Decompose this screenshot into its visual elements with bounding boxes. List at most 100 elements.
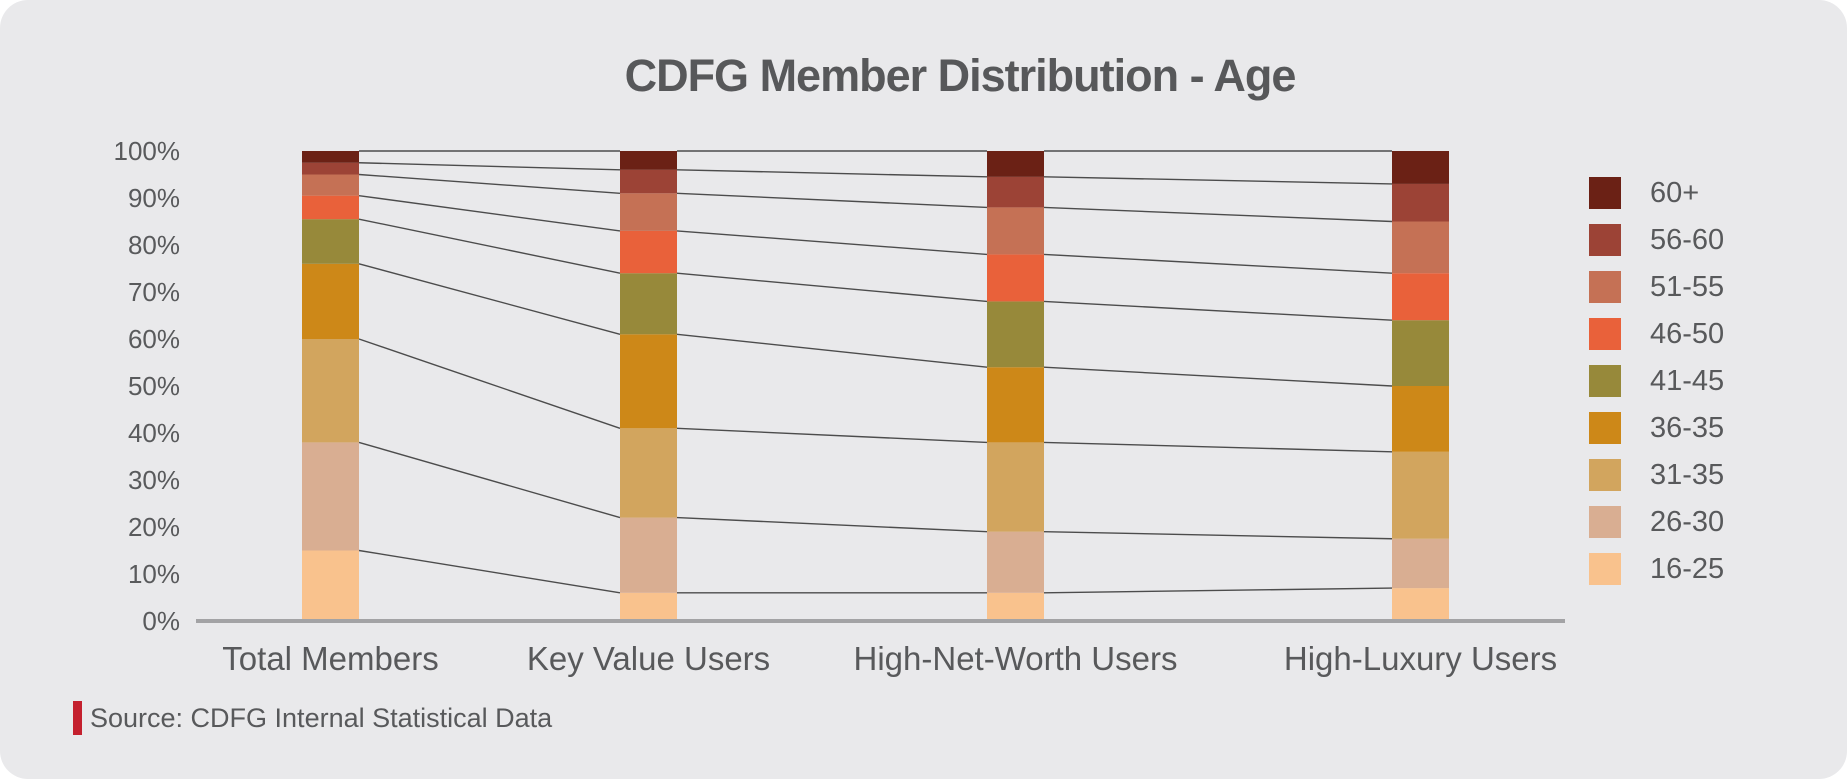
connector-line (1043, 587, 1393, 594)
connector-line (1043, 531, 1393, 540)
legend-swatch-icon (1589, 318, 1621, 350)
bar-segment-46-50-1 (302, 195, 359, 220)
legend-label: 46-50 (1650, 317, 1725, 350)
legend-swatch-icon (1589, 177, 1621, 209)
bar-segment-60plus-2 (620, 151, 677, 170)
bar-segment-31-35-4 (1392, 451, 1449, 539)
legend-swatch-icon (1589, 553, 1621, 585)
x-category-label: High-Net-Worth Users (853, 640, 1178, 677)
legend-label: 16-25 (1650, 552, 1725, 585)
legend-item-31-35: 31-35 (1589, 459, 1724, 491)
legend-label: 26-30 (1650, 505, 1725, 538)
bar-segment-41-45-3 (987, 301, 1044, 368)
y-tick-label: 60% (127, 324, 180, 354)
connector-line (676, 516, 988, 533)
bar-segment-46-50-4 (1392, 273, 1449, 321)
bar-segment-36-35-3 (987, 367, 1044, 443)
bar-segment-51-55-2 (620, 193, 677, 231)
bar-segment-31-35-2 (620, 428, 677, 518)
connector-line (1043, 253, 1393, 274)
bar-segment-41-45-4 (1392, 320, 1449, 386)
connector-line (676, 333, 988, 368)
bar-segment-16-25-2 (620, 592, 677, 621)
bar-segment-60plus-3 (987, 151, 1044, 177)
legend-label: 36-35 (1650, 411, 1725, 444)
bar-segment-41-45-2 (620, 273, 677, 335)
legend-label: 51-55 (1650, 270, 1725, 303)
legend-swatch-icon (1589, 224, 1621, 256)
legend-item-51-55: 51-55 (1589, 271, 1724, 303)
bar-segment-26-30-2 (620, 517, 677, 593)
connector-line (1043, 176, 1393, 185)
connector-line (676, 427, 988, 444)
legend-item-16-25: 16-25 (1589, 553, 1724, 585)
source-row: Source: CDFG Internal Statistical Data (73, 701, 552, 735)
connector-line (1043, 206, 1393, 223)
connector-line (1043, 300, 1393, 321)
y-tick-label: 80% (127, 230, 180, 260)
legend-swatch-icon (1589, 271, 1621, 303)
bar-segment-36-35-2 (620, 334, 677, 429)
legend-label: 41-45 (1650, 364, 1725, 397)
y-tick-label: 50% (127, 371, 180, 401)
y-tick-label: 20% (127, 512, 180, 542)
bar-segment-51-55-4 (1392, 221, 1449, 274)
y-tick-label: 90% (127, 183, 180, 213)
bar-segment-51-55-1 (302, 174, 359, 196)
bar-segment-56-60-4 (1392, 183, 1449, 222)
bar-segment-60plus-4 (1392, 151, 1449, 184)
connector-line (358, 549, 621, 594)
x-category-label: High-Luxury Users (1283, 640, 1558, 677)
y-tick-label: 40% (127, 418, 180, 448)
legend-item-56-60: 56-60 (1589, 224, 1724, 256)
source-marker-icon (73, 701, 82, 735)
connector-line (358, 173, 621, 194)
legend-label: 60+ (1650, 176, 1700, 209)
bar-segment-56-60-2 (620, 169, 677, 194)
legend-item-26-30: 26-30 (1589, 506, 1724, 538)
bar-segment-16-25-1 (302, 550, 359, 621)
legend-swatch-icon (1589, 459, 1621, 491)
y-tick-label: 30% (127, 465, 180, 495)
connector-line (1043, 441, 1393, 453)
bar-segment-26-30-3 (987, 531, 1044, 593)
bar-segment-51-55-3 (987, 207, 1044, 255)
legend-item-41-45: 41-45 (1589, 365, 1724, 397)
connector-line (1043, 366, 1393, 387)
legend-item-60plus: 60+ (1589, 177, 1699, 209)
bar-segment-60plus-1 (302, 151, 359, 163)
legend-label: 31-35 (1650, 458, 1725, 491)
bar-segment-56-60-3 (987, 176, 1044, 208)
connector-line (358, 263, 621, 335)
connector-line (358, 162, 621, 171)
y-tick-label: 0% (142, 606, 180, 636)
y-tick-label: 100% (113, 136, 181, 166)
bar-segment-31-35-1 (302, 339, 359, 443)
legend-item-36-35: 36-35 (1589, 412, 1724, 444)
bar-segment-46-50-3 (987, 254, 1044, 302)
connector-line (676, 272, 988, 303)
bar-segment-16-25-4 (1392, 588, 1449, 621)
bar-segment-16-25-3 (987, 592, 1044, 621)
legend-label: 56-60 (1650, 223, 1725, 256)
chart-title: CDFG Member Distribution - Age (624, 50, 1297, 101)
legend-swatch-icon (1589, 365, 1621, 397)
bar-segment-26-30-4 (1392, 538, 1449, 589)
connector-line (676, 169, 988, 178)
connector-line (676, 192, 988, 209)
bar-segment-31-35-3 (987, 442, 1044, 532)
y-tick-label: 10% (127, 559, 180, 589)
bar-segment-56-60-1 (302, 162, 359, 175)
connector-line (358, 338, 621, 429)
legend-swatch-icon (1589, 412, 1621, 444)
connector-line (358, 441, 621, 519)
bar-segment-36-35-4 (1392, 386, 1449, 452)
connector-line (676, 230, 988, 256)
x-category-label: Key Value Users (526, 640, 771, 677)
y-tick-label: 70% (127, 277, 180, 307)
connector-line (358, 218, 621, 274)
bar-segment-36-35-1 (302, 263, 359, 339)
